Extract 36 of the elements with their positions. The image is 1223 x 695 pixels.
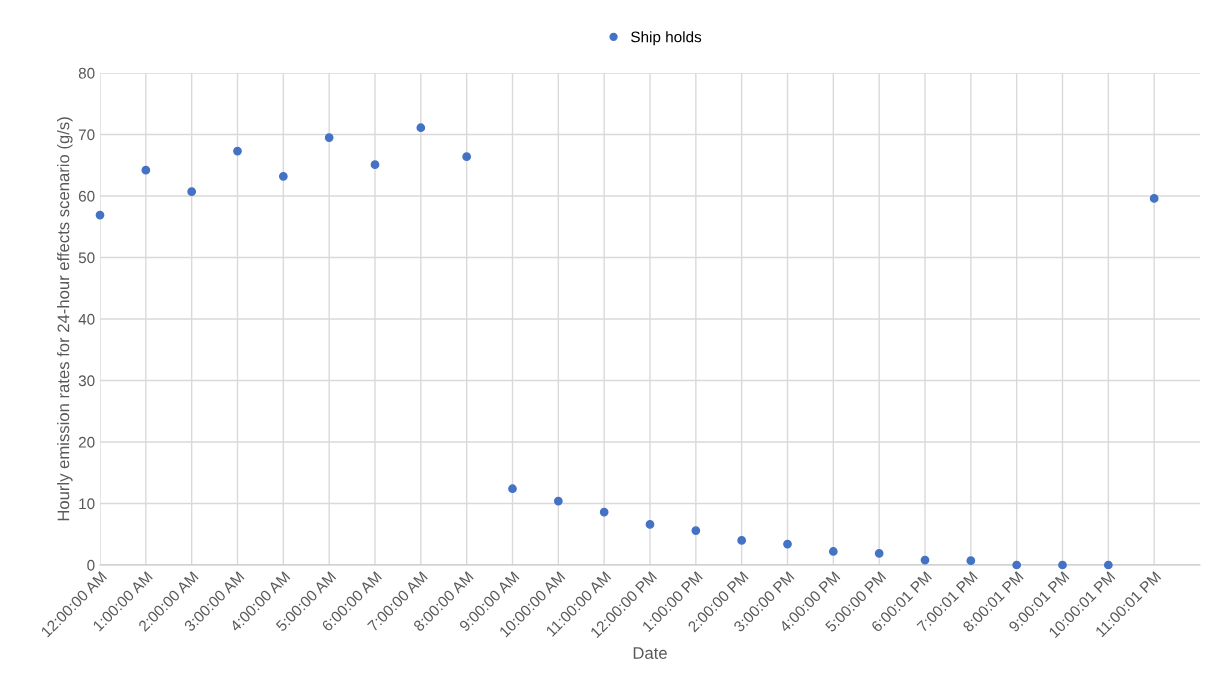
point (1012, 560, 1022, 570)
point (874, 548, 884, 558)
y-tick-label: 10 (79, 498, 95, 510)
point (966, 556, 976, 566)
point (187, 187, 197, 197)
x-axis-title: Date (633, 647, 667, 659)
point (783, 539, 792, 549)
y-tick-label: 40 (78, 313, 95, 325)
point (920, 555, 930, 565)
legend-label: Ship holds (631, 31, 702, 46)
point (1149, 194, 1159, 203)
point (508, 484, 517, 494)
point (1058, 560, 1067, 570)
point (737, 536, 747, 545)
point (416, 123, 426, 133)
point (95, 210, 105, 220)
y-tick-label: 20 (78, 436, 95, 448)
point (141, 165, 151, 175)
y-axis-title: Hourly emission rates for 24-hour effects scenario (g/s) (57, 117, 73, 521)
point (233, 146, 242, 156)
y-tick-label: 0 (87, 559, 95, 571)
point (828, 547, 838, 556)
point (462, 152, 472, 162)
y-tick-label: 30 (78, 375, 95, 387)
y-tick-label: 70 (78, 129, 95, 141)
y-tick-label: 50 (78, 252, 95, 264)
y-tick-label: 60 (78, 190, 95, 202)
point (278, 171, 288, 181)
point (599, 507, 609, 517)
y-tick-label: 80 (78, 67, 95, 79)
point (553, 496, 563, 506)
point (691, 526, 701, 535)
point (645, 520, 655, 529)
point (1103, 560, 1113, 570)
point (370, 160, 380, 170)
point (324, 133, 334, 142)
